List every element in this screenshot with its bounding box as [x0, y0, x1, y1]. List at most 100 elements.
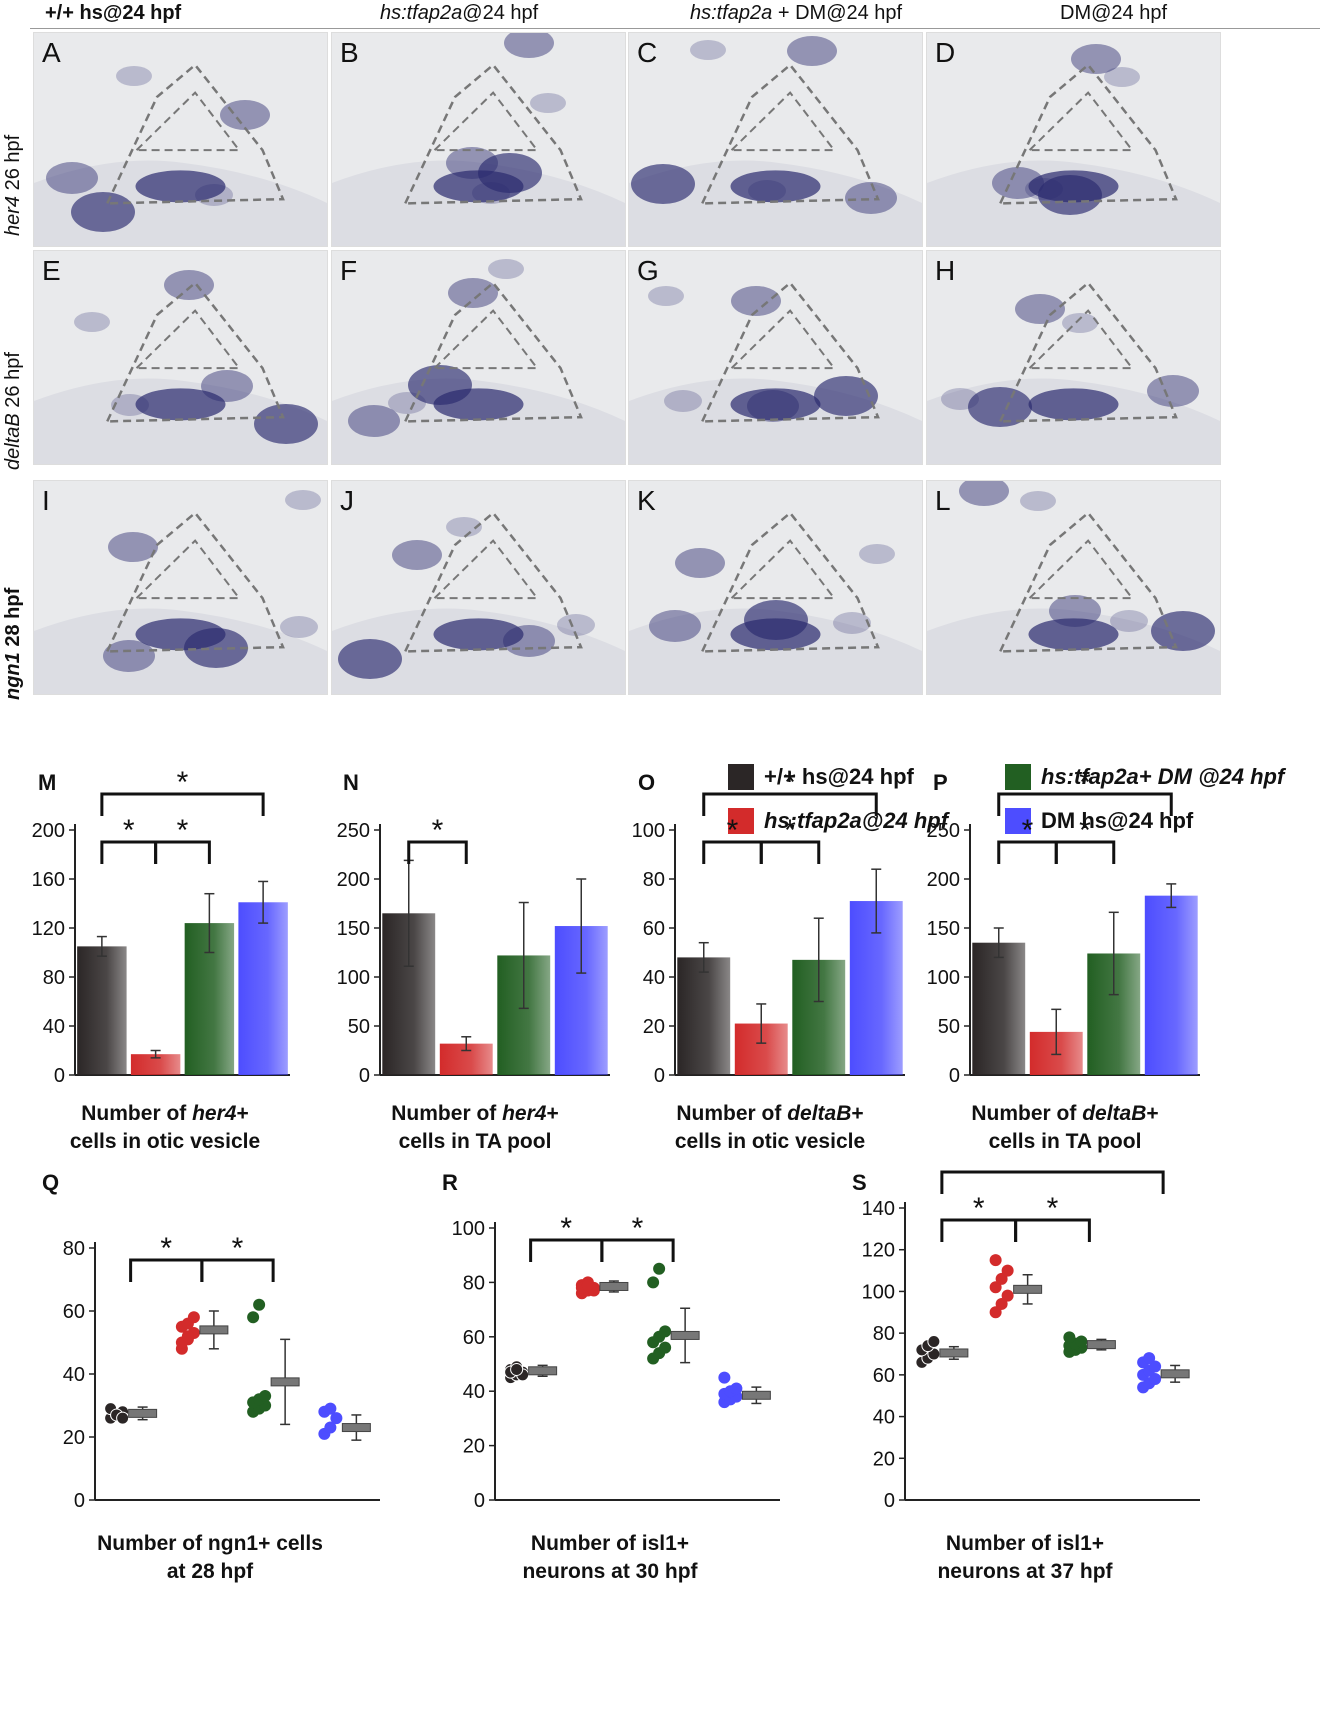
stain-blob	[1151, 611, 1215, 651]
significance-star: *	[1047, 1192, 1059, 1225]
data-point	[653, 1262, 666, 1275]
data-point	[581, 1279, 594, 1292]
tissue-region	[34, 378, 327, 464]
stain-blob	[74, 312, 110, 332]
otic-vesicle-outline	[700, 511, 880, 653]
tissue-region	[332, 378, 625, 464]
mean-marker	[199, 1325, 229, 1335]
legend-swatch	[728, 808, 754, 834]
significance-star: *	[177, 770, 189, 799]
y-tick-label: 50	[938, 1016, 960, 1038]
data-point	[995, 1272, 1008, 1285]
legend-label: DM hs@24 hpf	[1041, 808, 1194, 833]
chart-caption-s: Number of isl1+ neurons at 37 hpf	[830, 1530, 1220, 1586]
y-tick-label: 80	[43, 967, 65, 989]
header-text-part: hs:tfap2a	[690, 2, 773, 24]
stain-blob	[787, 36, 837, 66]
row-label-gene: deltaB	[2, 413, 24, 470]
header-text-part: +/+ hs@24 hpf	[45, 2, 182, 24]
data-point	[659, 1341, 672, 1354]
chart-caption-m: Number of her4+ cells in otic vesicle	[20, 1100, 310, 1156]
legend-item-hs-tfap2a: hs:tfap2a@24 hpf	[728, 808, 948, 834]
caption-text: +	[1146, 1102, 1159, 1125]
stain-blob	[1110, 610, 1148, 632]
stain-blob	[135, 388, 226, 421]
significance-star: *	[560, 1212, 572, 1245]
tissue-region	[332, 160, 625, 246]
micrograph-image	[34, 251, 327, 464]
otic-vesicle-outline	[403, 63, 583, 205]
panel-letter: G	[637, 255, 659, 286]
stain-blob	[488, 259, 524, 279]
chart-r: R 0 20 40 60 80 100 * *	[420, 1170, 800, 1510]
chart-caption-r: Number of isl1+ neurons at 30 hpf	[420, 1530, 800, 1586]
stain-blob	[1104, 67, 1140, 87]
y-tick-label: 80	[63, 1238, 85, 1260]
y-tick-label: 20	[63, 1427, 85, 1449]
chart-svg: 0 20 40 60 80 100 * * *	[632, 770, 905, 1087]
lumen-outline	[432, 539, 540, 600]
y-tick-label: 20	[643, 1016, 665, 1038]
significance-bracket	[940, 1170, 1165, 1194]
y-tick-label: 60	[63, 1301, 85, 1323]
data-point	[324, 1421, 337, 1434]
stain-blob	[164, 270, 214, 300]
bar-2	[130, 1054, 181, 1075]
mean-marker	[670, 1330, 700, 1340]
significance-star: *	[123, 814, 135, 847]
otic-vesicle-outline	[403, 281, 583, 423]
data-point	[989, 1254, 1002, 1267]
otic-vesicle-outline	[998, 511, 1178, 653]
y-tick-label: 200	[337, 869, 370, 891]
stain-blob	[675, 548, 725, 578]
stain-blob	[1028, 388, 1119, 421]
micrograph-panel-f: F	[331, 250, 626, 465]
data-point	[510, 1362, 524, 1376]
data-point	[647, 1276, 660, 1289]
row-label-deltab: deltaB 26 hpf	[2, 352, 25, 470]
micrograph-image	[332, 481, 625, 694]
stain-blob	[730, 388, 821, 421]
significance-bracket	[600, 1238, 675, 1262]
significance-bracket	[997, 792, 1173, 816]
chart-svg: 0 20 40 60 80 100 120 140 * * *	[862, 1170, 1200, 1510]
chart-svg: 0 50 100 150 200 250 *	[337, 814, 610, 1087]
column-header-wildtype: +/+ hs@24 hpf	[45, 2, 181, 25]
stain-blob	[1020, 491, 1056, 511]
data-point	[927, 1334, 941, 1348]
otic-vesicle-outline	[105, 63, 285, 205]
micrograph-image	[629, 251, 922, 464]
stain-blob	[968, 387, 1032, 427]
micrograph-image	[34, 481, 327, 694]
header-divider	[30, 28, 1320, 29]
panel-letter: F	[340, 255, 358, 286]
panel-letter: E	[42, 255, 61, 286]
caption-line: cells in TA pool	[398, 1130, 552, 1153]
otic-vesicle-outline	[105, 281, 285, 423]
stain-blob	[664, 390, 702, 412]
significance-bracket	[1014, 1218, 1091, 1242]
caption-line: Number of ngn1+ cells	[97, 1532, 323, 1555]
micrograph-panel-h: H	[926, 250, 1221, 465]
micrograph-panel-c: C	[628, 32, 923, 247]
mean-marker	[270, 1377, 300, 1387]
panel-letter: I	[42, 485, 50, 516]
data-point	[187, 1311, 200, 1324]
y-tick-label: 40	[873, 1407, 895, 1429]
micrograph-image	[927, 251, 1220, 464]
y-tick-label: 100	[632, 820, 665, 842]
chart-letter: S	[852, 1170, 867, 1195]
otic-vesicle-outline	[998, 63, 1178, 205]
mean-marker	[1086, 1340, 1116, 1350]
y-tick-label: 120	[862, 1240, 895, 1262]
significance-bracket	[100, 792, 265, 816]
stain-blob	[631, 164, 695, 204]
stain-blob	[845, 182, 897, 214]
y-tick-label: 100	[337, 967, 370, 989]
stain-blob	[1071, 44, 1121, 74]
micrograph-panel-d: D	[926, 32, 1221, 247]
stain-blob	[690, 40, 726, 60]
y-tick-label: 0	[654, 1065, 665, 1087]
data-point	[718, 1371, 731, 1384]
chart-n: N 0 50 100 150 200 250 *	[325, 770, 625, 1100]
